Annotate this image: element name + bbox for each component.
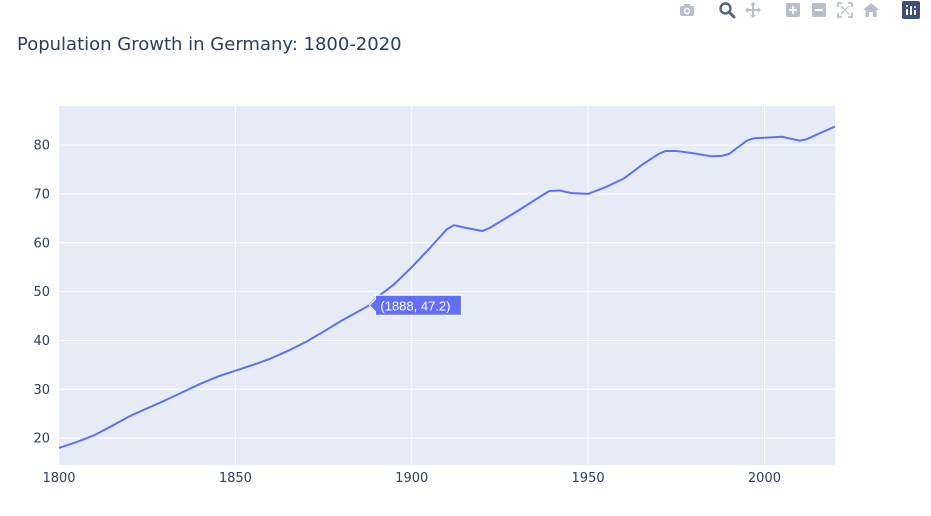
x-tick-label: 1900 [395,471,428,486]
chart-title: Population Growth in Germany: 1800-2020 [17,34,402,55]
y-tick-label: 40 [33,334,50,349]
y-tick-label: 20 [33,432,50,447]
zoom-out-icon[interactable] [809,0,829,20]
pan-icon[interactable] [743,0,763,20]
zoom-icon[interactable] [717,0,737,20]
zoom-in-icon[interactable] [783,0,803,20]
x-tick-label: 2000 [748,471,781,486]
x-tick-label: 1800 [42,471,75,486]
hover-tooltip [368,294,462,316]
x-tick-label: 1850 [219,471,252,486]
modebar [677,0,921,20]
camera-icon[interactable] [677,0,697,20]
plot-area[interactable] [59,106,835,465]
y-tick-label: 80 [33,139,50,154]
reset-axes-icon[interactable] [861,0,881,20]
series-line[interactable] [58,125,836,449]
x-tick-label: 1950 [572,471,605,486]
y-tick-label: 30 [33,383,50,398]
y-tick-label: 60 [33,236,50,251]
plotly-logo-icon[interactable] [901,0,921,20]
autoscale-icon[interactable] [835,0,855,20]
y-tick-label: 50 [33,285,50,300]
hover-tooltip-label: (1888, 47.2) [380,298,450,313]
y-tick-label: 70 [33,187,50,202]
